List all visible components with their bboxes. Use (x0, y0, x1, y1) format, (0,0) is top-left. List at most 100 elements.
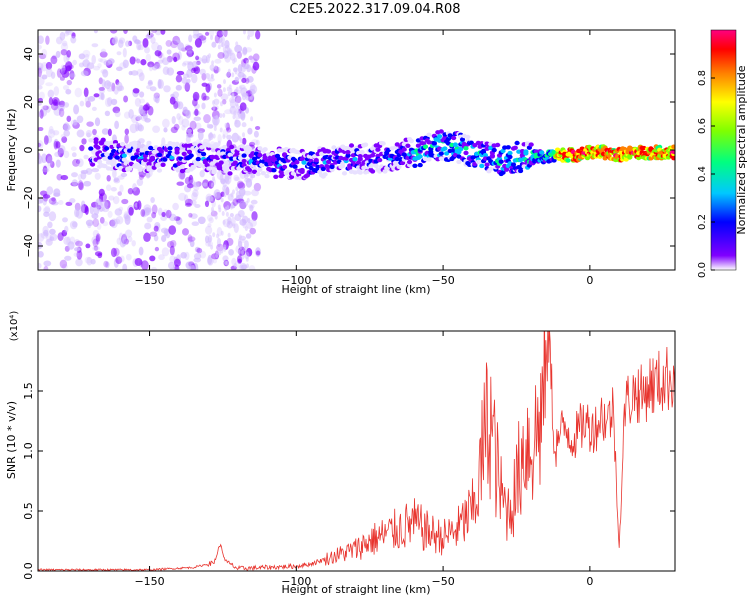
spectrogram-noise-cell (184, 176, 193, 185)
spectrogram-noise-cell (254, 125, 261, 131)
spectrogram-noise-cell (255, 139, 260, 146)
spectrogram-noise-cell (132, 186, 141, 196)
spectrogram-noise-cell (192, 189, 199, 198)
spectrogram-noise-cell (85, 129, 93, 138)
spectrogram-ridge-cell (195, 156, 201, 162)
y-tick-label: −20 (22, 186, 35, 209)
spectrogram-noise-cell (136, 115, 143, 121)
spectrogram-noise-cell (113, 86, 119, 95)
spectrogram-noise-cell (109, 30, 118, 34)
spectrogram-noise-cell (212, 176, 216, 182)
spectrogram-noise-cell (173, 39, 181, 44)
spectrogram-ridge-cell (539, 150, 545, 155)
spectrogram-noise-cell (245, 233, 252, 239)
spectrogram-ridge-cell (444, 151, 450, 156)
spectrogram-noise-cell (186, 48, 194, 54)
spectrogram-noise-cell (144, 46, 150, 54)
spectrogram-noise-cell (108, 195, 115, 201)
spectrogram-noise-cell (148, 64, 154, 72)
spectrogram-noise-cell (111, 37, 118, 45)
spectrogram-noise-cell (58, 200, 64, 205)
spectrogram-ridge-cell (352, 157, 358, 162)
spectrogram-ridge-cell (153, 149, 159, 154)
x-tick-label: −150 (134, 274, 164, 287)
spectrogram-ridge-cell (412, 163, 418, 168)
spectrogram-noise-cell (112, 195, 120, 205)
spectrogram-noise-cell (194, 246, 201, 253)
spectrogram-noise-cell (170, 126, 178, 134)
spectrogram-noise-cell (245, 77, 250, 84)
spectrogram-ridge-cell (160, 162, 166, 167)
spectrogram-ridge-cell (510, 162, 517, 167)
spectrogram-noise-cell (175, 74, 183, 83)
spectrogram-noise-cell (193, 257, 201, 263)
y-tick-label: −40 (22, 234, 35, 257)
spectrogram-noise-cell (224, 39, 230, 49)
spectrogram-noise-cell (77, 174, 82, 181)
spectrogram-noise-cell (87, 96, 96, 102)
spectrogram-noise-cell (187, 236, 196, 242)
spectrogram-noise-cell (112, 106, 121, 114)
spectrogram-noise-cell (154, 30, 162, 36)
y-tick-label: 40 (22, 47, 35, 61)
spectrogram-noise-cell (70, 146, 77, 151)
spectrogram-ridge-cell (370, 153, 376, 158)
spectrogram-noise-cell (222, 87, 226, 93)
spectrogram-noise-cell (114, 120, 120, 130)
spectrogram-ridge-cell (482, 153, 488, 158)
spectrogram-noise-cell (206, 195, 214, 202)
spectrogram-ridge-cell (495, 142, 501, 148)
spectrogram-noise-cell (46, 233, 52, 243)
spectrogram-noise-cell (115, 66, 123, 72)
spectrogram-noise-cell (69, 198, 76, 204)
spectrogram-noise-cell (220, 230, 224, 236)
spectrogram-ridge-cell (232, 160, 238, 165)
spectrogram-ridge-cell (363, 142, 369, 147)
spectrogram-ridge-cell (417, 154, 423, 159)
spectrogram-noise-cell (161, 247, 170, 257)
spectrogram-noise-cell (92, 128, 97, 136)
spectrogram-noise-cell (230, 204, 233, 210)
spectrogram-noise-cell (54, 151, 61, 158)
spectrogram-noise-cell (191, 73, 198, 84)
spectrogram-ridge-cell (437, 134, 443, 139)
spectrogram-noise-cell (234, 213, 242, 222)
spectrogram-noise-cell (166, 49, 172, 55)
spectrogram-ridge-cell (373, 163, 379, 169)
spectrogram-ridge-cell (174, 141, 180, 147)
spectrogram-noise-cell (199, 68, 206, 76)
spectrogram-noise-cell (38, 62, 44, 71)
spectrogram-noise-cell (239, 200, 247, 210)
spectrogram-noise-cell (234, 76, 240, 83)
spectrogram-noise-cell (116, 237, 122, 245)
spectrogram-noise-cell (118, 39, 124, 48)
spectrogram-noise-cell (238, 234, 242, 240)
spectrogram-noise-cell (175, 84, 182, 91)
y-tick-label: 1.0 (22, 442, 35, 460)
spectrogram-ridge-cell (90, 162, 96, 167)
spectrogram-noise-cell (147, 105, 154, 116)
spectrogram-noise-cell (199, 250, 207, 259)
spectrogram-noise-cell (241, 264, 248, 270)
spectrogram-ridge-cell (463, 150, 469, 156)
spectrogram-noise-cell (104, 199, 111, 210)
spectrogram-ridge-cell (100, 137, 106, 142)
spectrogram-noise-cell (92, 65, 101, 71)
spectrogram-noise-cell (222, 50, 230, 59)
spectrogram-noise-cell (194, 38, 202, 48)
spectrogram-noise-cell (173, 56, 178, 63)
spectrogram-noise-cell (111, 82, 116, 92)
spectrogram-noise-cell (186, 78, 191, 84)
spectrogram-noise-cell (233, 110, 237, 116)
spectrogram-noise-cell (243, 190, 252, 196)
spectrogram-ridge-cell (458, 147, 464, 152)
spectrogram-ridge-cell (377, 157, 383, 163)
spectrogram-noise-cell (216, 237, 222, 248)
spectrogram-noise-cell (181, 77, 188, 84)
spectrogram-noise-cell (176, 70, 185, 76)
spectrogram-noise-cell (250, 116, 254, 122)
spectrogram-ridge-cell (146, 161, 152, 167)
spectrogram-noise-cell (55, 50, 61, 58)
spectrogram-ridge-cell (405, 143, 411, 148)
spectrogram-noise-cell (235, 101, 239, 107)
